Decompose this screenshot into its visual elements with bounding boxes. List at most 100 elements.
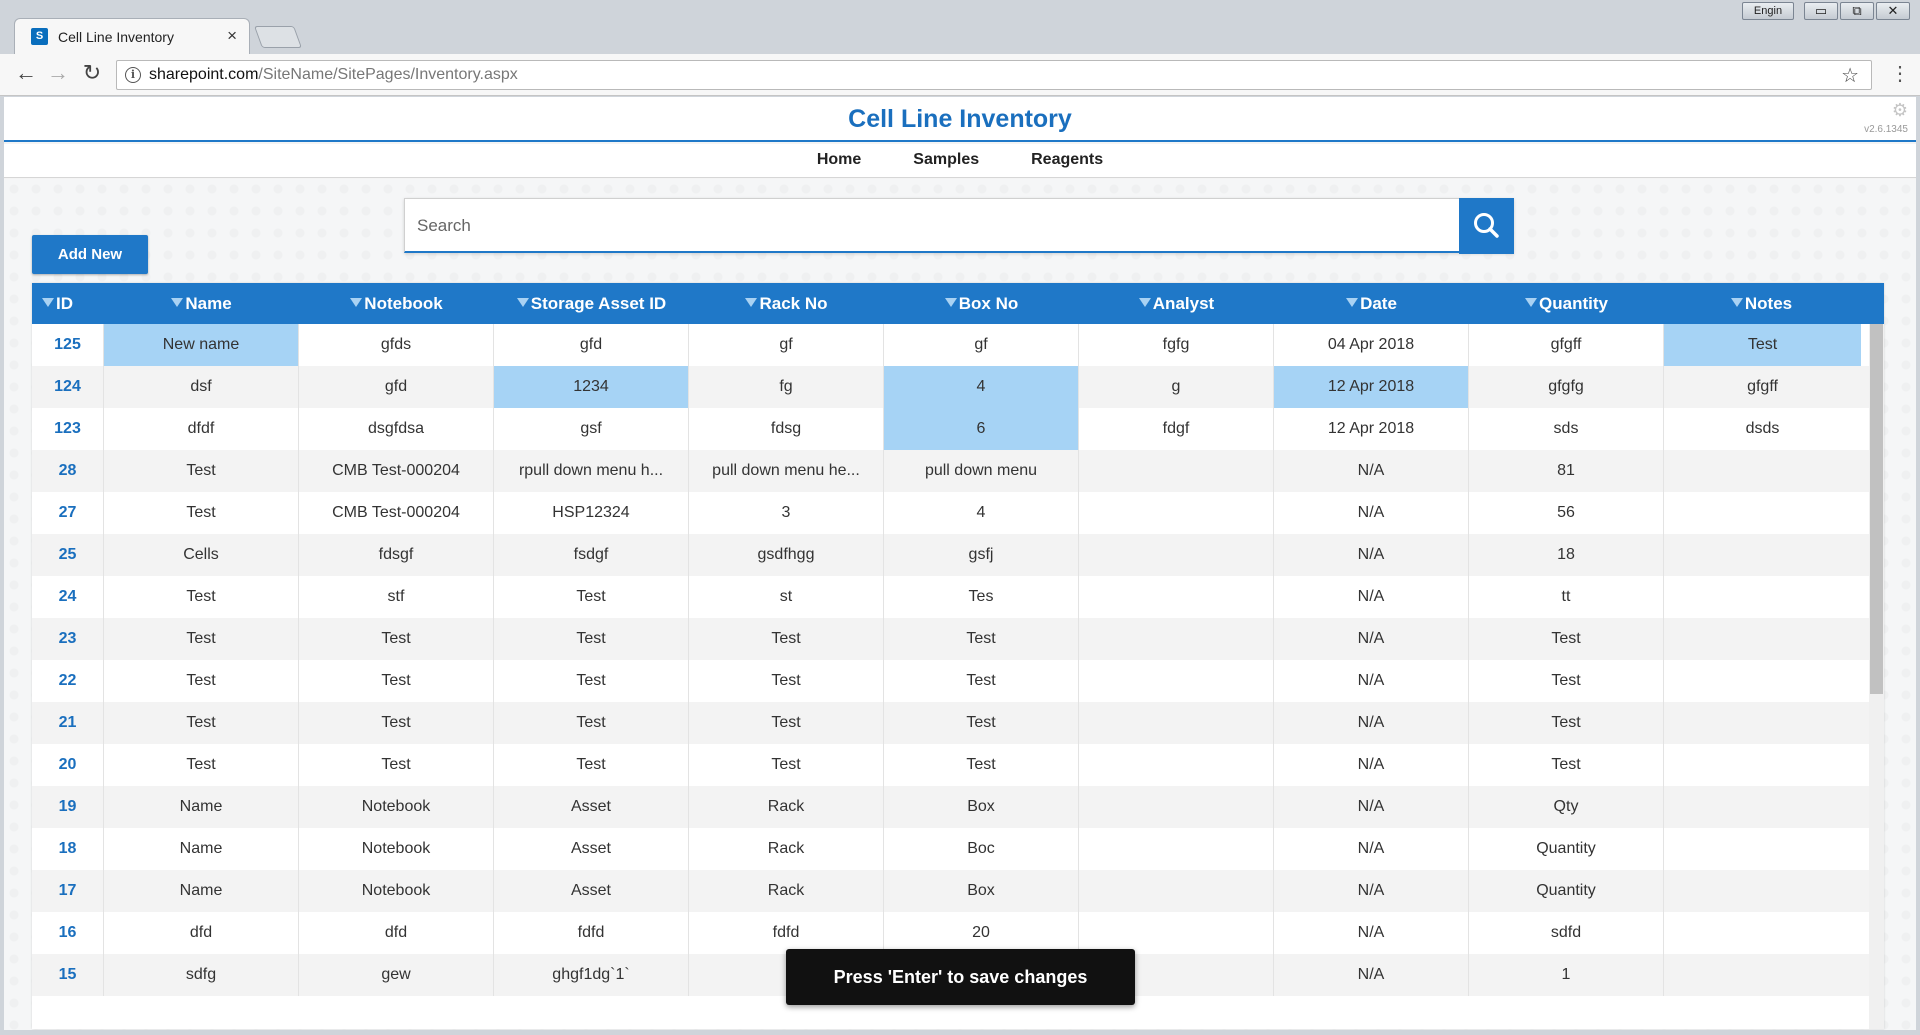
filter-icon[interactable] [1525, 298, 1538, 307]
cell-quantity[interactable]: tt [1469, 576, 1664, 618]
cell-rack-no[interactable]: gsdfhgg [689, 534, 884, 576]
cell-analyst[interactable]: fdgf [1079, 408, 1274, 450]
cell-name[interactable]: Test [104, 450, 299, 492]
filter-icon[interactable] [745, 298, 758, 307]
cell-notes[interactable] [1664, 744, 1861, 786]
browser-tab-active[interactable]: S Cell Line Inventory × [14, 18, 250, 54]
cell-rack-no[interactable]: pull down menu he... [689, 450, 884, 492]
cell-notes[interactable] [1664, 450, 1861, 492]
cell-analyst[interactable] [1079, 786, 1274, 828]
cell-box-no[interactable]: gf [884, 324, 1079, 366]
cell-rack-no[interactable]: Rack [689, 828, 884, 870]
cell-notes[interactable]: dsds [1745, 420, 1780, 437]
cell-name[interactable]: Name [104, 870, 299, 912]
row-id-link[interactable]: 17 [32, 870, 104, 912]
row-id-link[interactable]: 20 [32, 744, 104, 786]
cell-notebook[interactable]: CMB Test-000204 [299, 492, 494, 534]
cell-date[interactable]: N/A [1274, 576, 1469, 618]
table-row[interactable]: 24 Test stf Test st Tes N/A tt [32, 576, 1869, 618]
cell-analyst[interactable]: fgfg [1079, 324, 1274, 366]
cell-notes[interactable] [1664, 702, 1861, 744]
cell-quantity[interactable]: 1 [1469, 954, 1664, 996]
cell-notes[interactable] [1664, 786, 1861, 828]
cell-analyst[interactable] [1079, 954, 1274, 996]
column-header-quantity[interactable]: Quantity [1469, 283, 1664, 324]
forward-arrow-icon[interactable]: → [47, 60, 69, 85]
cell-notes[interactable] [1664, 870, 1861, 912]
cell-notebook[interactable]: dsgfdsa [299, 408, 494, 450]
cell-box-no[interactable]: pull down menu [884, 450, 1079, 492]
cell-name[interactable]: Test [104, 492, 299, 534]
cell-name[interactable]: Name [104, 828, 299, 870]
cell-storage-asset-id[interactable]: gsf [494, 408, 689, 450]
cell-analyst[interactable] [1079, 492, 1274, 534]
cell-date[interactable]: N/A [1274, 618, 1469, 660]
cell-notebook[interactable]: gfds [299, 324, 494, 366]
row-id-link[interactable]: 124 [32, 366, 104, 408]
search-input[interactable] [405, 199, 1459, 252]
cell-rack-no[interactable]: Test [689, 702, 884, 744]
cell-box-no[interactable]: Test [884, 744, 1079, 786]
cell-rack-no[interactable]: Test [689, 744, 884, 786]
table-row[interactable]: 20 Test Test Test Test Test N/A Test [32, 744, 1869, 786]
cell-box-no[interactable]: Boc [884, 828, 1079, 870]
cell-date[interactable]: N/A [1274, 912, 1469, 954]
cell-notes[interactable]: Test [1664, 324, 1861, 366]
cell-name[interactable]: Name [104, 786, 299, 828]
cell-storage-asset-id[interactable]: gfd [494, 324, 689, 366]
cell-storage-asset-id[interactable]: Test [494, 702, 689, 744]
cell-box-no[interactable]: Box [884, 870, 1079, 912]
nav-reagents[interactable]: Reagents [1031, 151, 1104, 168]
cell-quantity[interactable]: Test [1469, 702, 1664, 744]
cell-quantity[interactable]: 81 [1469, 450, 1664, 492]
column-header-name[interactable]: Name [104, 283, 299, 324]
row-id-link[interactable]: 28 [32, 450, 104, 492]
table-row[interactable]: 21 Test Test Test Test Test N/A Test [32, 702, 1869, 744]
filter-icon[interactable] [516, 298, 529, 307]
cell-date[interactable]: N/A [1274, 870, 1469, 912]
cell-box-no[interactable]: 20 [884, 912, 1079, 954]
cell-notes[interactable] [1664, 912, 1861, 954]
cell-storage-asset-id[interactable]: Test [494, 744, 689, 786]
cell-storage-asset-id[interactable]: Asset [494, 786, 689, 828]
cell-name[interactable]: dfd [104, 912, 299, 954]
cell-rack-no[interactable]: st [689, 576, 884, 618]
user-profile-button[interactable]: Engin [1742, 2, 1794, 20]
cell-analyst[interactable] [1079, 450, 1274, 492]
cell-name[interactable]: dsf [104, 366, 299, 408]
cell-rack-no[interactable]: Rack [689, 786, 884, 828]
tab-close-icon[interactable]: × [227, 26, 237, 45]
cell-quantity[interactable]: Test [1469, 618, 1664, 660]
column-header-notebook[interactable]: Notebook [299, 283, 494, 324]
cell-analyst[interactable] [1079, 660, 1274, 702]
cell-rack-no[interactable]: Test [689, 660, 884, 702]
cell-notes[interactable] [1664, 660, 1861, 702]
table-row[interactable]: 125 New name gfds gfd gf gf fgfg 04 Apr 2018 gfg… [32, 324, 1869, 366]
table-row[interactable]: 123 dfdf dsgfdsa gsf fdsg 6 fdgf 12 Apr 2018 sds… [32, 408, 1869, 450]
cell-storage-asset-id[interactable]: HSP12324 [494, 492, 689, 534]
filter-icon[interactable] [1346, 298, 1359, 307]
cell-quantity[interactable]: gfgfg [1469, 366, 1664, 408]
cell-date[interactable]: N/A [1274, 450, 1469, 492]
cell-notebook[interactable]: Test [299, 702, 494, 744]
row-id-link[interactable]: 27 [32, 492, 104, 534]
cell-notebook[interactable]: Notebook [299, 786, 494, 828]
cell-storage-asset-id[interactable]: Asset [494, 828, 689, 870]
cell-date[interactable]: N/A [1274, 744, 1469, 786]
filter-icon[interactable] [1730, 298, 1743, 307]
table-row[interactable]: 22 Test Test Test Test Test N/A Test [32, 660, 1869, 702]
cell-quantity[interactable]: 56 [1469, 492, 1664, 534]
cell-analyst[interactable] [1079, 912, 1274, 954]
row-id-link[interactable]: 123 [32, 408, 104, 450]
cell-analyst[interactable] [1079, 870, 1274, 912]
close-window-button[interactable]: ✕ [1876, 2, 1910, 20]
restore-button[interactable]: ⧉ [1840, 2, 1874, 20]
cell-rack-no[interactable]: fg [689, 366, 884, 408]
cell-rack-no[interactable]: Rack [689, 870, 884, 912]
table-row[interactable]: 25 Cells fdsgf fsdgf gsdfhgg gsfj N/A 18 [32, 534, 1869, 576]
cell-analyst[interactable] [1079, 576, 1274, 618]
row-id-link[interactable]: 15 [32, 954, 104, 996]
cell-storage-asset-id[interactable]: fdfd [494, 912, 689, 954]
cell-name[interactable]: Test [104, 618, 299, 660]
cell-notes[interactable] [1664, 492, 1861, 534]
